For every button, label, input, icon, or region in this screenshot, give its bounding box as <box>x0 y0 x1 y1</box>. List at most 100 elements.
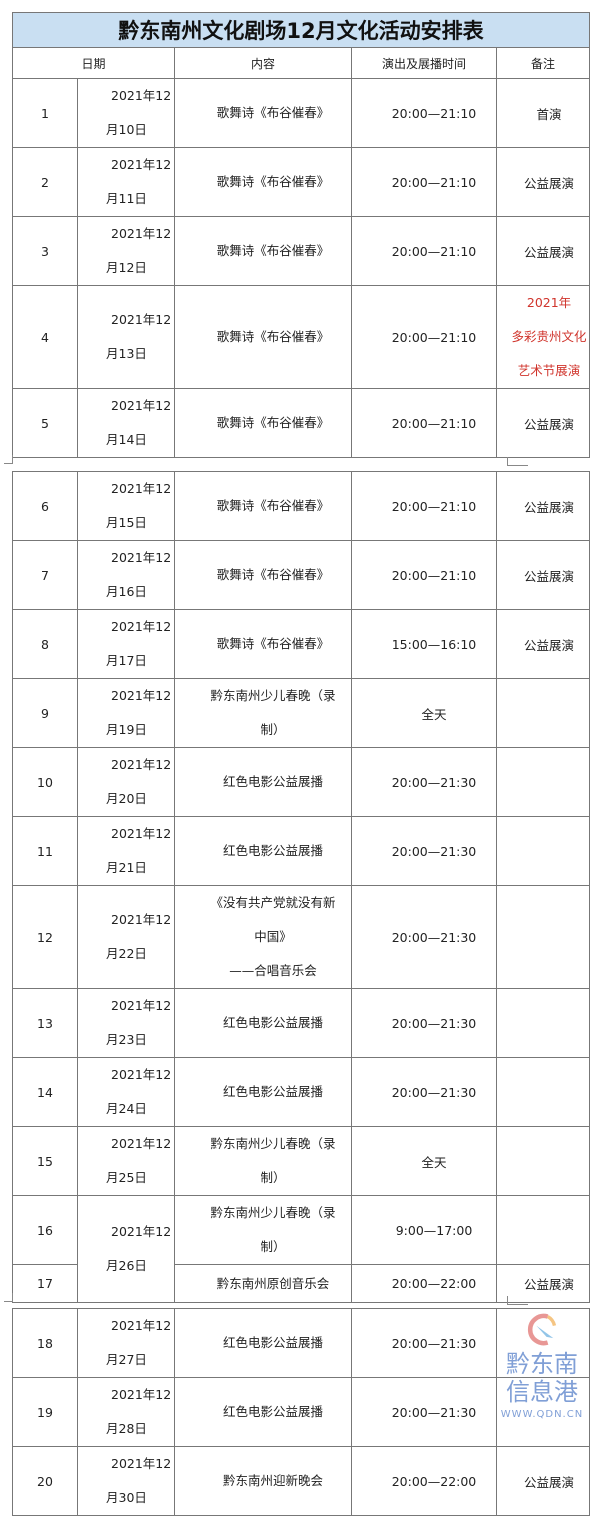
row-time: 20:00—21:30 <box>351 885 497 989</box>
row-content: 歌舞诗《布谷催春》 <box>174 471 352 541</box>
date-line-1: 2021年12 <box>111 688 172 703</box>
row-date: 2021年12 月26日 <box>77 1195 175 1303</box>
row-note: 首演 <box>495 78 591 148</box>
table-row: 14 2021年12 月24日 红色电影公益展播 20:00—21:30 <box>12 1057 590 1127</box>
table-row: 11 2021年12 月21日 红色电影公益展播 20:00—21:30 <box>12 816 590 886</box>
date-line-1: 2021年12 <box>111 398 172 413</box>
date-line-1: 2021年12 <box>111 1318 172 1333</box>
table-row: 3 2021年12 月12日 歌舞诗《布谷催春》 20:00—21:10 公益展演 <box>12 216 591 286</box>
date-line-2: 月27日 <box>106 1352 147 1367</box>
row-time: 20:00—21:30 <box>351 1057 497 1127</box>
row-content: 歌舞诗《布谷催春》 <box>174 78 352 148</box>
header-note: 备注 <box>495 47 591 79</box>
row-content: 红色电影公益展播 <box>174 747 352 817</box>
row-content: 黔东南州少儿春晚（录 制） <box>174 678 352 748</box>
table-row: 1 2021年12 月10日 歌舞诗《布谷催春》 20:00—21:10 首演 <box>12 78 591 148</box>
row-number: 11 <box>12 816 78 886</box>
row-number: 15 <box>12 1126 78 1196</box>
row-date: 2021年12 月14日 <box>77 388 175 458</box>
date-line-2: 月15日 <box>106 515 147 530</box>
row-time: 20:00—21:30 <box>351 1308 497 1378</box>
row-number: 2 <box>12 147 78 217</box>
row-number: 8 <box>12 609 78 679</box>
date-line-1: 2021年12 <box>111 226 172 241</box>
row-number: 5 <box>12 388 78 458</box>
schedule-table-part-3: 18 2021年12 月27日 红色电影公益展播 20:00—21:30 19 2021年1… <box>12 1308 590 1516</box>
row-time: 全天 <box>351 678 497 748</box>
date-line-2: 月19日 <box>106 722 147 737</box>
row-note <box>496 988 590 1058</box>
header-content: 内容 <box>174 47 352 79</box>
date-line-1: 2021年12 <box>111 1067 172 1082</box>
row-time: 20:00—21:10 <box>351 285 497 389</box>
row-note <box>496 1195 590 1265</box>
schedule-table-part-1: 黔东南州文化剧场12月文化活动安排表 日期 内容 演出及展播时间 备注 1 202… <box>11 12 591 458</box>
row-number: 9 <box>12 678 78 748</box>
date-line-2: 月17日 <box>106 653 147 668</box>
page-break-mark <box>507 457 528 466</box>
row-number: 12 <box>12 885 78 989</box>
row-number: 10 <box>12 747 78 817</box>
row-number: 16 <box>12 1195 78 1265</box>
page-break-mark <box>507 1296 528 1305</box>
table-row: 2 2021年12 月11日 歌舞诗《布谷催春》 20:00—21:10 公益展演 <box>12 147 591 217</box>
row-note: 公益展演 <box>496 1446 590 1516</box>
date-line-1: 2021年12 <box>111 157 172 172</box>
row-time: 20:00—21:10 <box>351 78 497 148</box>
date-line-1: 2021年12 <box>111 1456 172 1471</box>
date-line-2: 月21日 <box>106 860 147 875</box>
row-note: 公益展演 <box>496 609 590 679</box>
date-line-2: 月14日 <box>106 432 147 447</box>
row-number: 13 <box>12 988 78 1058</box>
row-date: 2021年12 月19日 <box>77 678 175 748</box>
row-number: 19 <box>12 1377 78 1447</box>
row-note <box>496 678 590 748</box>
row-number: 3 <box>12 216 78 286</box>
table-row: 10 2021年12 月20日 红色电影公益展播 20:00—21:30 <box>12 747 590 817</box>
date-line-1: 2021年12 <box>111 550 172 565</box>
watermark-url: WWW.QDN.CN <box>500 1409 584 1420</box>
date-line-2: 月16日 <box>106 584 147 599</box>
table-row: 20 2021年12 月30日 黔东南州迎新晚会 20:00—22:00 公益展演 <box>12 1446 590 1516</box>
row-date: 2021年12 月13日 <box>77 285 175 389</box>
date-line-2: 月20日 <box>106 791 147 806</box>
row-time: 20:00—21:30 <box>351 1377 497 1447</box>
date-line-1: 2021年12 <box>111 481 172 496</box>
date-line-2: 月11日 <box>106 191 147 206</box>
date-line-2: 月22日 <box>106 946 147 961</box>
row-time: 20:00—21:30 <box>351 988 497 1058</box>
row-date: 2021年12 月25日 <box>77 1126 175 1196</box>
row-content: 红色电影公益展播 <box>174 1377 352 1447</box>
row-content: 歌舞诗《布谷催春》 <box>174 147 352 217</box>
row-date: 2021年12 月10日 <box>77 78 175 148</box>
date-line-2: 月30日 <box>106 1490 147 1505</box>
row-content: 歌舞诗《布谷催春》 <box>174 609 352 679</box>
row-note: 公益展演 <box>496 1264 590 1303</box>
watermark-text: 黔东南信息港 <box>506 1350 578 1406</box>
table-row: 9 2021年12 月19日 黔东南州少儿春晚（录 制） 全天 <box>12 678 590 748</box>
row-note <box>496 1377 590 1447</box>
row-content: 红色电影公益展播 <box>174 1057 352 1127</box>
header-time: 演出及展播时间 <box>351 47 497 79</box>
date-line-1: 2021年12 <box>111 826 172 841</box>
row-date: 2021年12 月24日 <box>77 1057 175 1127</box>
row-time: 9:00—17:00 <box>351 1195 497 1265</box>
row-number: 14 <box>12 1057 78 1127</box>
row-note <box>496 747 590 817</box>
row-number: 4 <box>12 285 78 389</box>
row-content: 歌舞诗《布谷催春》 <box>174 216 352 286</box>
row-date: 2021年12 月27日 <box>77 1308 175 1378</box>
row-number: 1 <box>12 78 78 148</box>
row-date: 2021年12 月30日 <box>77 1446 175 1516</box>
row-note <box>496 816 590 886</box>
row-time: 20:00—21:10 <box>351 471 497 541</box>
row-content: 黔东南州少儿春晚（录 制） <box>174 1126 352 1196</box>
row-time: 20:00—21:30 <box>351 816 497 886</box>
table-row: 5 2021年12 月14日 歌舞诗《布谷催春》 20:00—21:10 公益展演 <box>12 388 591 458</box>
row-content: 红色电影公益展播 <box>174 816 352 886</box>
row-content: 歌舞诗《布谷催春》 <box>174 285 352 389</box>
table-row: 16 2021年12 月26日 黔东南州少儿春晚（录 制） 9:00—17:00 <box>12 1195 590 1303</box>
row-number: 18 <box>12 1308 78 1378</box>
date-line-2: 月25日 <box>106 1170 147 1185</box>
qdn-logo-icon <box>527 1313 557 1346</box>
